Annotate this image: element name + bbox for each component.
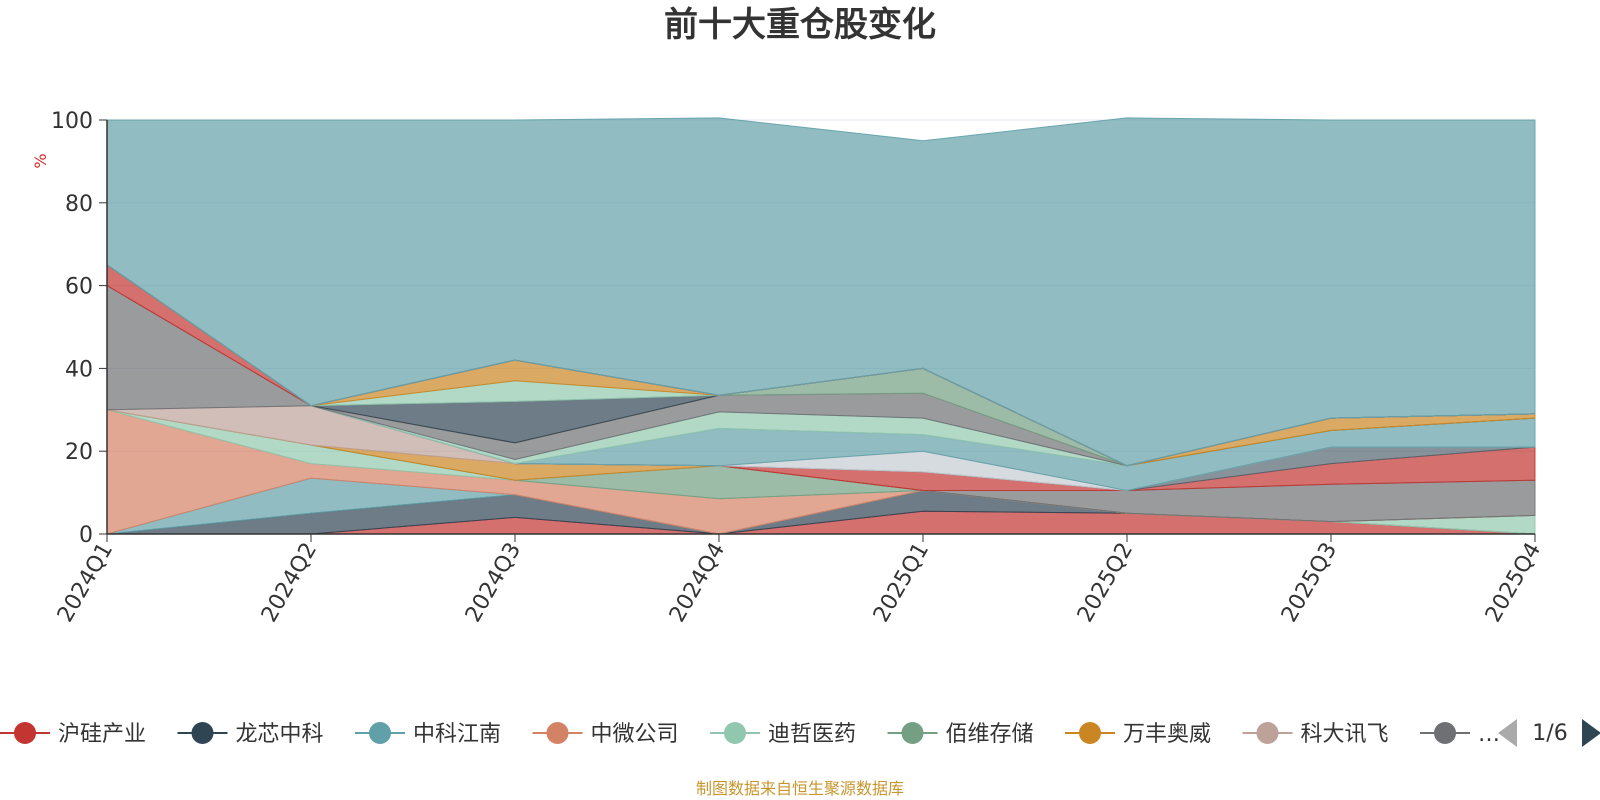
source-note: 制图数据来自恒生聚源数据库 <box>696 779 904 798</box>
y-tick-label: 40 <box>65 357 93 382</box>
legend-marker <box>546 722 569 744</box>
legend-marker <box>1079 722 1101 744</box>
legend-item[interactable]: 佰维存储 <box>887 722 1034 747</box>
legend-next-icon[interactable] <box>1582 719 1600 747</box>
legend-label: 沪硅产业 <box>58 722 146 747</box>
legend-marker <box>1434 722 1456 744</box>
y-tick-label: 100 <box>51 109 93 134</box>
legend-marker <box>191 722 214 744</box>
legend-label: 中科江南 <box>413 722 501 747</box>
legend-marker <box>369 722 391 744</box>
x-tick-label: 2025Q2 <box>1073 539 1138 627</box>
legend-label: 佰维存储 <box>946 722 1034 747</box>
area-series-group <box>106 117 1536 535</box>
legend-marker <box>724 722 746 744</box>
legend-item[interactable]: 万丰奥威 <box>1065 722 1211 747</box>
legend-item[interactable]: 科大讯飞 <box>1242 722 1389 747</box>
x-tick-label: 2025Q3 <box>1277 539 1342 627</box>
x-tick-label: 2025Q4 <box>1481 539 1546 627</box>
area-series <box>106 117 1536 467</box>
legend-marker <box>901 722 924 744</box>
x-tick-label: 2024Q3 <box>461 539 526 627</box>
legend-item[interactable]: 中科江南 <box>355 722 501 747</box>
y-tick-label: 60 <box>65 275 93 300</box>
x-tick-label: 2024Q1 <box>53 539 118 627</box>
legend-label: 迪哲医药 <box>768 722 856 747</box>
legend-label: 中微公司 <box>591 722 679 747</box>
y-tick-label: 80 <box>65 192 93 217</box>
legend-label: 龙芯中科 <box>236 722 324 747</box>
legend-marker <box>1256 722 1279 744</box>
legend-label: 万丰奥威 <box>1123 722 1211 747</box>
legend-item[interactable]: 迪哲医药 <box>710 722 856 747</box>
legend: 沪硅产业 龙芯中科 中科江南 中微公司 迪哲医药 佰维存储 万丰奥威 科大讯飞 … <box>0 722 1500 747</box>
y-axis-unit: % <box>31 153 50 168</box>
y-tick-label: 20 <box>65 440 93 465</box>
x-tick-label: 2024Q4 <box>665 539 730 627</box>
legend-item[interactable]: … <box>1420 722 1500 747</box>
chart-title: 前十大重仓股变化 <box>664 5 936 45</box>
legend-pager: 1/6 <box>1498 719 1600 747</box>
legend-prev-icon[interactable] <box>1498 719 1517 747</box>
x-tick-label: 2025Q1 <box>869 539 934 627</box>
legend-label: 科大讯飞 <box>1301 722 1389 747</box>
legend-item[interactable]: 中微公司 <box>532 722 679 747</box>
legend-item[interactable]: 沪硅产业 <box>0 722 146 747</box>
legend-page-indicator: 1/6 <box>1532 721 1567 746</box>
legend-item[interactable]: 龙芯中科 <box>177 722 324 747</box>
y-tick-label: 0 <box>79 523 93 548</box>
x-tick-label: 2024Q2 <box>257 539 322 627</box>
legend-marker <box>14 722 36 744</box>
legend-label: … <box>1478 722 1500 747</box>
